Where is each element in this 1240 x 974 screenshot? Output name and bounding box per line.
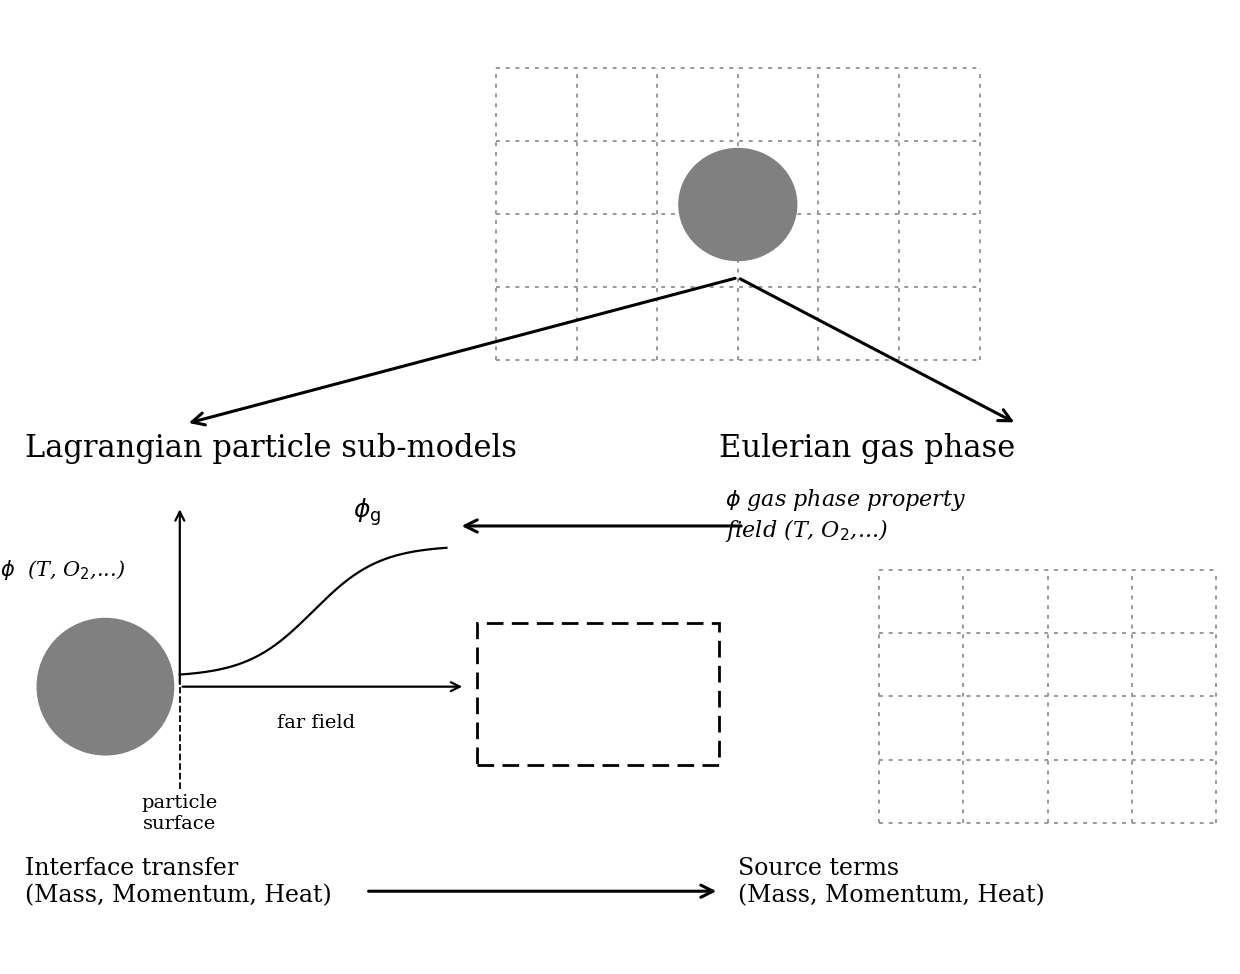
Text: Source terms
(Mass, Momentum, Heat): Source terms (Mass, Momentum, Heat) bbox=[738, 857, 1044, 907]
Text: Eulerian gas phase: Eulerian gas phase bbox=[719, 433, 1016, 465]
Text: Interface transfer
(Mass, Momentum, Heat): Interface transfer (Mass, Momentum, Heat… bbox=[25, 857, 331, 907]
FancyBboxPatch shape bbox=[477, 623, 719, 765]
Ellipse shape bbox=[37, 618, 174, 755]
Text: Coupling
strategy: Coupling strategy bbox=[538, 667, 658, 721]
Text: Lagrangian particle sub-models: Lagrangian particle sub-models bbox=[25, 433, 517, 465]
Ellipse shape bbox=[680, 148, 796, 261]
Text: $\phi$ gas phase property
field (T, O$_2$,...): $\phi$ gas phase property field (T, O$_2… bbox=[725, 487, 967, 544]
Text: far field: far field bbox=[277, 714, 356, 731]
Text: $\phi$  (T, O$_2$,...): $\phi$ (T, O$_2$,...) bbox=[0, 558, 125, 581]
Text: particle
surface: particle surface bbox=[141, 794, 218, 833]
Text: $\phi_\mathrm{g}$: $\phi_\mathrm{g}$ bbox=[353, 496, 382, 528]
